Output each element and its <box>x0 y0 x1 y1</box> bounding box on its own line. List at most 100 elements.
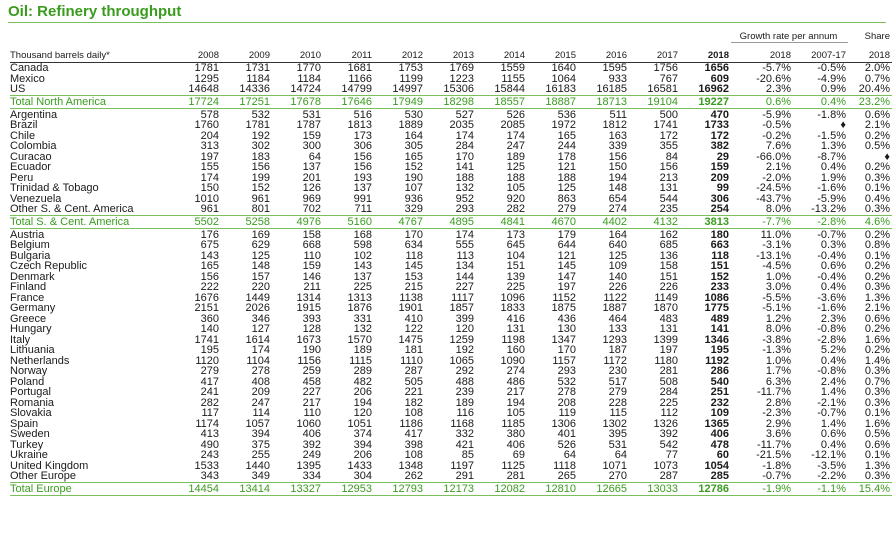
value-cell: 1071 <box>602 459 627 472</box>
table-row: Venezuela 1010 961 969 991 936 952 920 863 654 544… <box>10 192 892 205</box>
value-cell: 1760 <box>194 119 219 131</box>
growth-cell: -0.5% <box>817 62 846 74</box>
value-cell: 158 <box>659 260 678 272</box>
value-cell: 18887 <box>527 94 578 109</box>
value-cell: 287 <box>404 365 423 377</box>
value-cell: 197 <box>659 344 678 356</box>
value-cell: 421 <box>455 438 474 451</box>
value-cell: 685 <box>659 239 678 251</box>
value-cell: 292 <box>455 365 474 377</box>
growth-cell: 8.0% <box>765 323 791 335</box>
value-cell: 164 <box>404 129 423 142</box>
value-cell: 14799 <box>341 83 372 95</box>
value-cell: 1813 <box>347 119 372 131</box>
value-cell: 201 <box>302 171 321 184</box>
value-cell: 1673 <box>296 333 321 346</box>
value-cell: 247 <box>506 140 525 152</box>
value-cell: 380 <box>506 428 525 440</box>
value-cell: 118 <box>405 249 423 262</box>
row-label: Venezuela <box>10 192 62 205</box>
value-cell: 346 <box>251 312 270 325</box>
value-cell: 220 <box>251 281 270 293</box>
value-cell: 640 <box>608 239 627 251</box>
value-cell: 3813 <box>680 214 731 229</box>
value-cell: 1770 <box>296 62 321 74</box>
page-title: Oil: Refinery throughput <box>8 3 182 20</box>
value-cell: 1064 <box>551 72 576 85</box>
value-cell: 172 <box>659 129 678 142</box>
value-cell: 18298 <box>425 94 476 109</box>
value-cell: 170 <box>455 150 474 163</box>
value-cell: 14648 <box>188 83 219 95</box>
share-cell: 1.4% <box>864 354 890 367</box>
value-cell: 17646 <box>323 94 374 109</box>
value-cell: 1395 <box>296 459 321 472</box>
growth-cell: -0.5% <box>762 119 791 131</box>
share-cell: 0.1% <box>864 449 890 461</box>
value-cell: 542 <box>659 438 678 451</box>
value-cell: 145 <box>557 260 576 272</box>
value-cell: 2026 <box>245 302 270 314</box>
value-cell: 478 <box>710 438 729 451</box>
value-cell: 1073 <box>653 459 678 472</box>
value-cell: 289 <box>353 365 372 377</box>
value-cell: 120 <box>353 407 372 419</box>
row-label: Portugal <box>10 386 51 398</box>
value-cell: 158 <box>302 228 321 241</box>
value-cell: 110 <box>303 407 321 419</box>
row-label: France <box>10 291 45 304</box>
value-cell: 133 <box>608 323 627 335</box>
value-cell: 933 <box>608 72 627 85</box>
growth-cell: -2.8% <box>793 214 848 229</box>
value-cell: 17949 <box>374 94 425 109</box>
year-header: 2012 <box>374 42 425 63</box>
value-cell: 12665 <box>578 481 629 496</box>
value-cell: 235 <box>659 203 678 215</box>
value-cell: 153 <box>404 270 423 283</box>
value-cell: 1676 <box>194 291 219 304</box>
share-cell: 0.3% <box>864 365 890 377</box>
value-cell: 1595 <box>602 62 627 74</box>
share-cell: 20.4% <box>858 83 890 95</box>
growth-cell: -3.6% <box>817 291 846 304</box>
value-cell: 305 <box>404 140 423 152</box>
value-cell: 183 <box>251 150 270 163</box>
value-cell: 1104 <box>246 354 270 367</box>
value-cell: 1399 <box>653 333 678 346</box>
growth-cell: -20.6% <box>756 72 791 85</box>
table-row: Slovakia 117 114 110 120 108 116 105 119 115 112 10… <box>10 408 892 419</box>
row-label: Romania <box>10 396 55 409</box>
growth-cell: 0.4% <box>820 161 846 173</box>
value-cell: 151 <box>710 260 729 272</box>
value-cell: 146 <box>302 270 321 283</box>
value-cell: 2151 <box>194 302 219 314</box>
value-cell: 349 <box>251 470 270 482</box>
value-cell: 136 <box>659 249 678 262</box>
value-cell: 284 <box>455 140 474 152</box>
growth-cell: 1.7% <box>765 365 791 377</box>
value-cell: 1870 <box>653 302 678 314</box>
value-cell: 394 <box>251 428 270 440</box>
value-cell: 148 <box>251 260 270 272</box>
value-cell: 197 <box>557 281 576 293</box>
growth-cell: -1.8% <box>762 459 791 472</box>
value-cell: 148 <box>608 182 627 194</box>
title-divider <box>8 22 886 23</box>
value-cell: 1614 <box>245 333 270 346</box>
growth-cell: -0.4% <box>817 249 846 262</box>
value-cell: 1293 <box>602 333 627 346</box>
value-cell: 406 <box>506 438 525 451</box>
growth-cell: -5.5% <box>762 291 791 304</box>
table-row: Belgium 675 629 668 598 634 555 645 644 640 685 663… <box>10 240 892 251</box>
share-cell: 0.2% <box>864 270 890 283</box>
value-cell: 540 <box>710 375 729 388</box>
value-cell: 1915 <box>296 302 321 314</box>
year-header: 2014 <box>476 42 527 63</box>
growth-cell: -5.1% <box>762 302 791 314</box>
growth-cell: -1.1% <box>793 481 848 496</box>
value-cell: 1570 <box>347 333 372 346</box>
value-cell: 144 <box>455 270 474 283</box>
value-cell: 1184 <box>246 72 270 85</box>
value-cell: 1741 <box>653 119 678 131</box>
value-cell: 194 <box>506 396 525 409</box>
